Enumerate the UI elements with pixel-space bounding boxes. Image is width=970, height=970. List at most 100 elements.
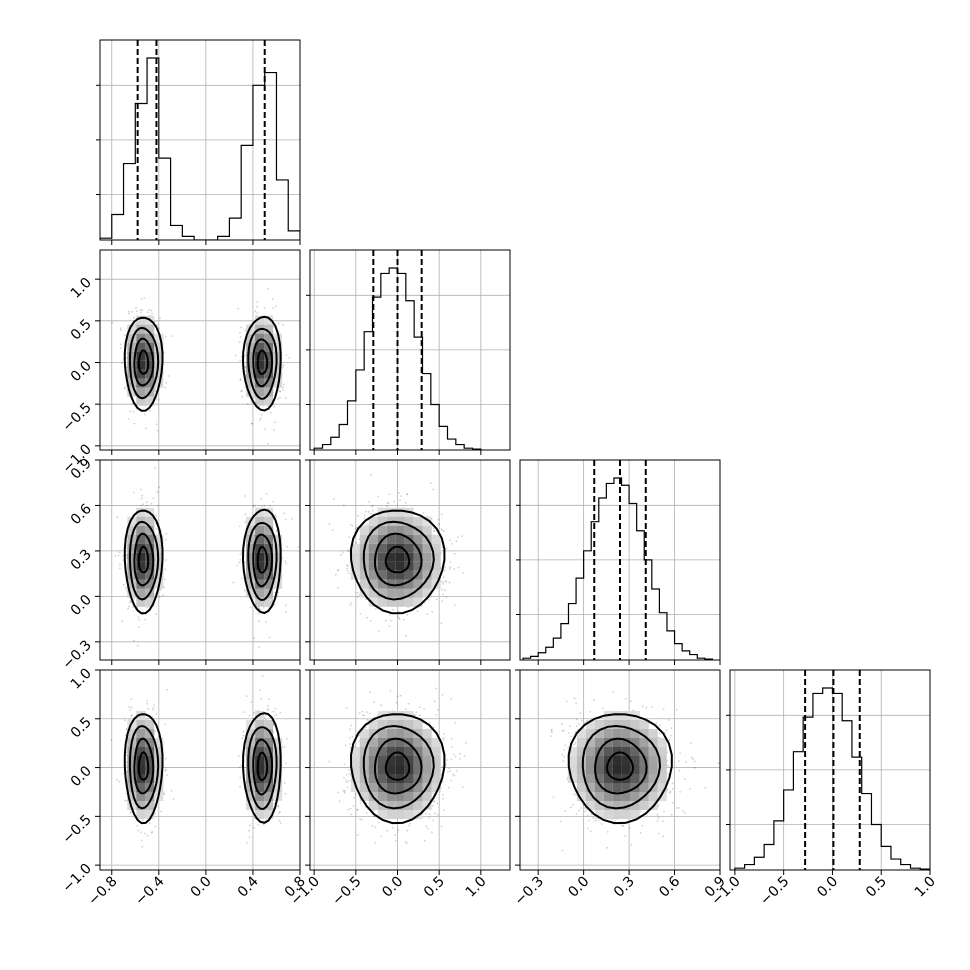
density-cell <box>136 369 146 379</box>
scatter-point <box>238 561 241 564</box>
scatter-point <box>258 620 260 623</box>
density-cell <box>413 516 423 526</box>
contour-line <box>256 545 269 574</box>
density-cell <box>273 570 283 580</box>
density-cell <box>127 747 137 756</box>
scatter-point <box>252 505 255 508</box>
scatter-point <box>448 568 451 571</box>
density-cell <box>145 333 155 343</box>
scatter-point <box>273 603 276 606</box>
scatter-point <box>241 395 244 398</box>
scatter-point <box>373 701 375 703</box>
scatter-point <box>152 709 154 711</box>
scatter-point <box>284 782 286 784</box>
scatter-point <box>399 499 401 502</box>
density-group <box>110 675 288 848</box>
scatter-point <box>156 430 159 432</box>
scatter-point <box>239 359 242 362</box>
scatter-point <box>346 569 349 572</box>
scatter-point <box>343 777 345 779</box>
scatter-point <box>345 779 347 782</box>
scatter-point <box>448 786 450 789</box>
density-cell <box>255 738 265 747</box>
density-cell <box>246 387 256 397</box>
density-cell <box>145 738 155 747</box>
density-cell <box>431 561 441 571</box>
scatter-point <box>146 606 149 609</box>
scatter-point <box>244 365 247 368</box>
scatter-point <box>369 691 371 694</box>
scatter-point <box>449 770 452 773</box>
scatter-point <box>238 525 241 528</box>
scatter-point <box>386 502 389 504</box>
density-cell <box>246 324 256 334</box>
scatter-point <box>154 467 157 470</box>
scatter-point <box>253 637 256 640</box>
scatter-point <box>253 397 255 399</box>
density-cell <box>386 525 396 535</box>
scatter-point <box>117 554 120 557</box>
scatter-point <box>405 634 408 637</box>
scatter-point <box>389 690 392 692</box>
density-cell <box>246 543 256 553</box>
scatter-point <box>119 327 122 330</box>
scatter-point <box>140 839 143 842</box>
scatter-point <box>336 791 339 794</box>
scatter-point <box>262 606 265 609</box>
density-cell <box>386 552 396 562</box>
density-cell <box>413 597 423 607</box>
scatter-point <box>146 700 149 702</box>
density-cell <box>246 792 256 801</box>
scatter-point <box>244 370 247 372</box>
scatter-point <box>432 800 435 803</box>
density-cell <box>395 534 405 544</box>
scatter-point <box>269 504 271 507</box>
scatter-point <box>365 812 368 814</box>
scatter-point <box>155 713 158 715</box>
scatter-point <box>142 819 144 822</box>
scatter-point <box>431 805 434 807</box>
density-cell <box>127 552 137 562</box>
scatter-point <box>125 728 128 731</box>
scatter-point <box>448 581 451 584</box>
scatter-point <box>351 735 354 738</box>
scatter-point <box>125 754 128 757</box>
density-cell <box>127 360 137 370</box>
scatter-point <box>463 755 466 757</box>
contour-line <box>128 724 160 810</box>
scatter-point <box>366 616 369 619</box>
scatter-point <box>256 305 258 308</box>
density-cell <box>255 525 265 535</box>
density-cell <box>359 525 369 535</box>
scatter-point <box>440 528 443 530</box>
y-tick-label-3-1: −0.5 <box>59 812 94 847</box>
density-cell <box>264 552 274 562</box>
scatter-point <box>130 706 133 709</box>
scatter-point <box>124 719 126 722</box>
scatter-point <box>433 529 436 532</box>
scatter-point <box>398 617 400 620</box>
contour-line <box>128 326 160 400</box>
scatter-point <box>111 321 114 324</box>
scatter-point <box>265 621 267 623</box>
scatter-point <box>125 357 128 359</box>
scatter-point <box>155 423 158 426</box>
scatter-point <box>390 619 392 622</box>
scatter-point <box>282 364 285 367</box>
scatter-point <box>343 791 346 794</box>
scatter-point <box>461 535 463 538</box>
scatter-point <box>130 698 133 701</box>
density-cell <box>145 792 155 801</box>
scatter-point <box>349 728 351 731</box>
scatter-point <box>118 551 121 554</box>
scatter-point <box>245 695 248 698</box>
scatter-point <box>131 310 133 313</box>
scatter-point <box>402 618 405 621</box>
scatter-point <box>153 704 156 707</box>
scatter-point <box>380 835 383 838</box>
scatter-point <box>238 755 240 757</box>
scatter-point <box>147 707 150 710</box>
density-cell <box>136 729 146 738</box>
contour-line <box>241 508 282 615</box>
density-cell <box>404 525 414 535</box>
